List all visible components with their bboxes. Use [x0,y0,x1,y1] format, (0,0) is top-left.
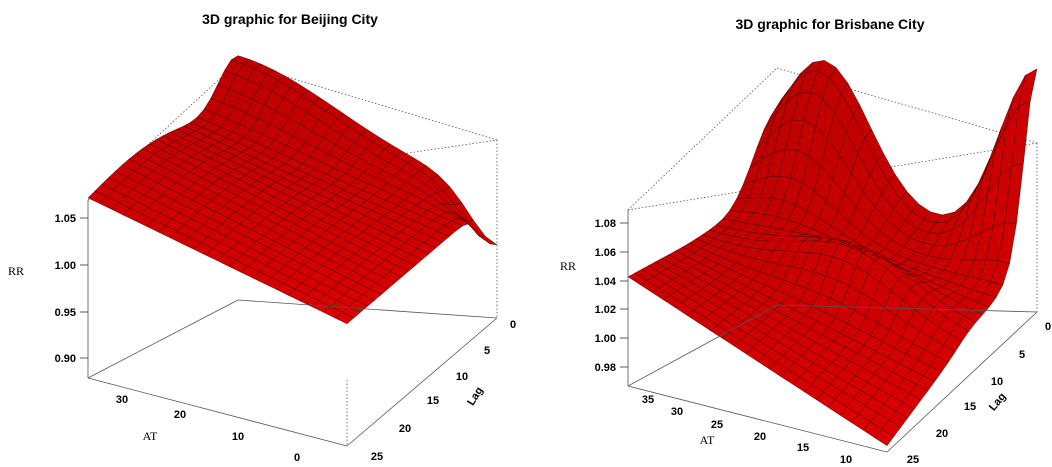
x-axis-label: AT [700,433,715,447]
x-tick-label: 30 [116,394,128,406]
y-tick-label: 0 [1045,321,1051,333]
z-tick-label: 1.08 [595,218,616,230]
surface-facet [466,220,486,237]
y-tick-label: 10 [991,376,1003,388]
y-tick-label: 0 [510,319,516,331]
y-tick-label: 20 [399,423,411,435]
surface-facet [477,235,498,246]
z-tick-label: 0.90 [55,353,76,365]
z-tick-label: 1.00 [55,260,76,272]
z-tick-label: 1.05 [55,213,76,225]
brisbane-surface [627,60,1038,447]
y-tick-label: 15 [427,395,439,407]
x-tick-label: 25 [711,419,723,431]
beijing-surface [87,55,498,325]
z-tick-label: 1.02 [595,304,616,316]
y-tick-label: 15 [964,401,976,413]
x-tick-label: 20 [174,409,186,421]
surface-facet [334,311,355,325]
y-axis-label: Lag [987,391,1009,414]
x-axis-label: AT [143,429,158,443]
y-tick-label: 5 [1019,349,1025,361]
z-axis-label: RR [560,259,576,273]
box-front [87,200,498,447]
chart-title: 3D graphic for Beijing City [202,11,378,27]
brisbane-panel: 3D graphic for Brisbane City RR 1.08 1.0… [560,16,1051,466]
x-axis: 30 20 10 0 [116,394,300,464]
beijing-panel: 3D graphic for Beijing City RR 1.05 1.00… [8,11,516,464]
x-axis: 35 30 25 20 15 10 [642,394,852,466]
y-tick-label: 20 [936,428,948,440]
x-tick-label: 10 [232,431,244,443]
y-tick-label: 25 [907,454,919,466]
z-tick-label: 0.95 [55,307,76,319]
z-tick-label: 0.98 [595,362,616,374]
x-tick-label: 10 [840,454,852,466]
y-tick-label: 10 [456,371,468,383]
y-axis-label: Lag [465,385,486,408]
box-front [627,210,1038,453]
y-tick-label: 5 [484,345,490,357]
z-axis: 1.08 1.06 1.04 1.02 1.00 0.98 [595,218,628,374]
x-tick-label: 15 [797,442,809,454]
z-axis-label: RR [8,264,24,278]
surface-facet [874,428,895,447]
z-tick-label: 1.00 [595,333,616,345]
y-tick-label: 25 [371,451,383,463]
x-tick-label: 30 [671,406,683,418]
chart-title: 3D graphic for Brisbane City [735,16,924,32]
z-tick-label: 1.04 [595,276,617,288]
x-tick-label: 35 [642,394,654,406]
z-tick-label: 1.06 [595,247,616,259]
y-axis: 0 5 10 15 20 25 Lag [371,319,516,463]
z-axis: 1.05 1.00 0.95 0.90 [55,213,88,365]
x-tick-label: 0 [294,452,300,464]
x-tick-label: 20 [754,431,766,443]
